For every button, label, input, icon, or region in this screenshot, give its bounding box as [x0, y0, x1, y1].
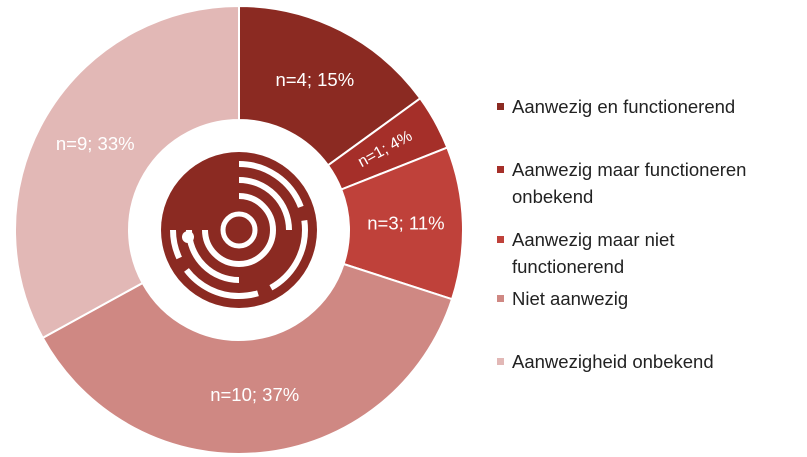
- legend-swatch: [497, 236, 504, 243]
- slice-label: n=9; 33%: [56, 133, 135, 154]
- smoke-detector-icon: [161, 152, 317, 308]
- legend-swatch: [497, 103, 504, 110]
- donut-slice: [238, 4, 422, 167]
- legend-label: Aanwezig maar functioneren onbekend: [512, 159, 747, 207]
- slice-label: n=4; 15%: [275, 69, 354, 90]
- legend-label: Aanwezig en functionerend: [512, 96, 736, 117]
- donut-slice: [14, 4, 240, 340]
- legend-item: Niet aanwezig: [497, 285, 774, 312]
- legend-label: Aanwezig maar niet functionerend: [512, 229, 675, 277]
- legend-swatch: [497, 295, 504, 302]
- donut-slice: [41, 262, 454, 455]
- slice-label: n=10; 37%: [210, 384, 299, 405]
- legend-item: Aanwezig maar niet functionerend: [497, 226, 774, 280]
- slice-label: n=3; 11%: [367, 213, 444, 234]
- legend-item: Aanwezig maar functioneren onbekend: [497, 156, 774, 210]
- legend-item: Aanwezig en functionerend: [497, 93, 807, 120]
- legend-label: Aanwezigheid onbekend: [512, 351, 714, 372]
- legend-label: Niet aanwezig: [512, 288, 629, 309]
- legend-swatch: [497, 358, 504, 365]
- legend-swatch: [497, 166, 504, 173]
- legend-item: Aanwezigheid onbekend: [497, 348, 774, 375]
